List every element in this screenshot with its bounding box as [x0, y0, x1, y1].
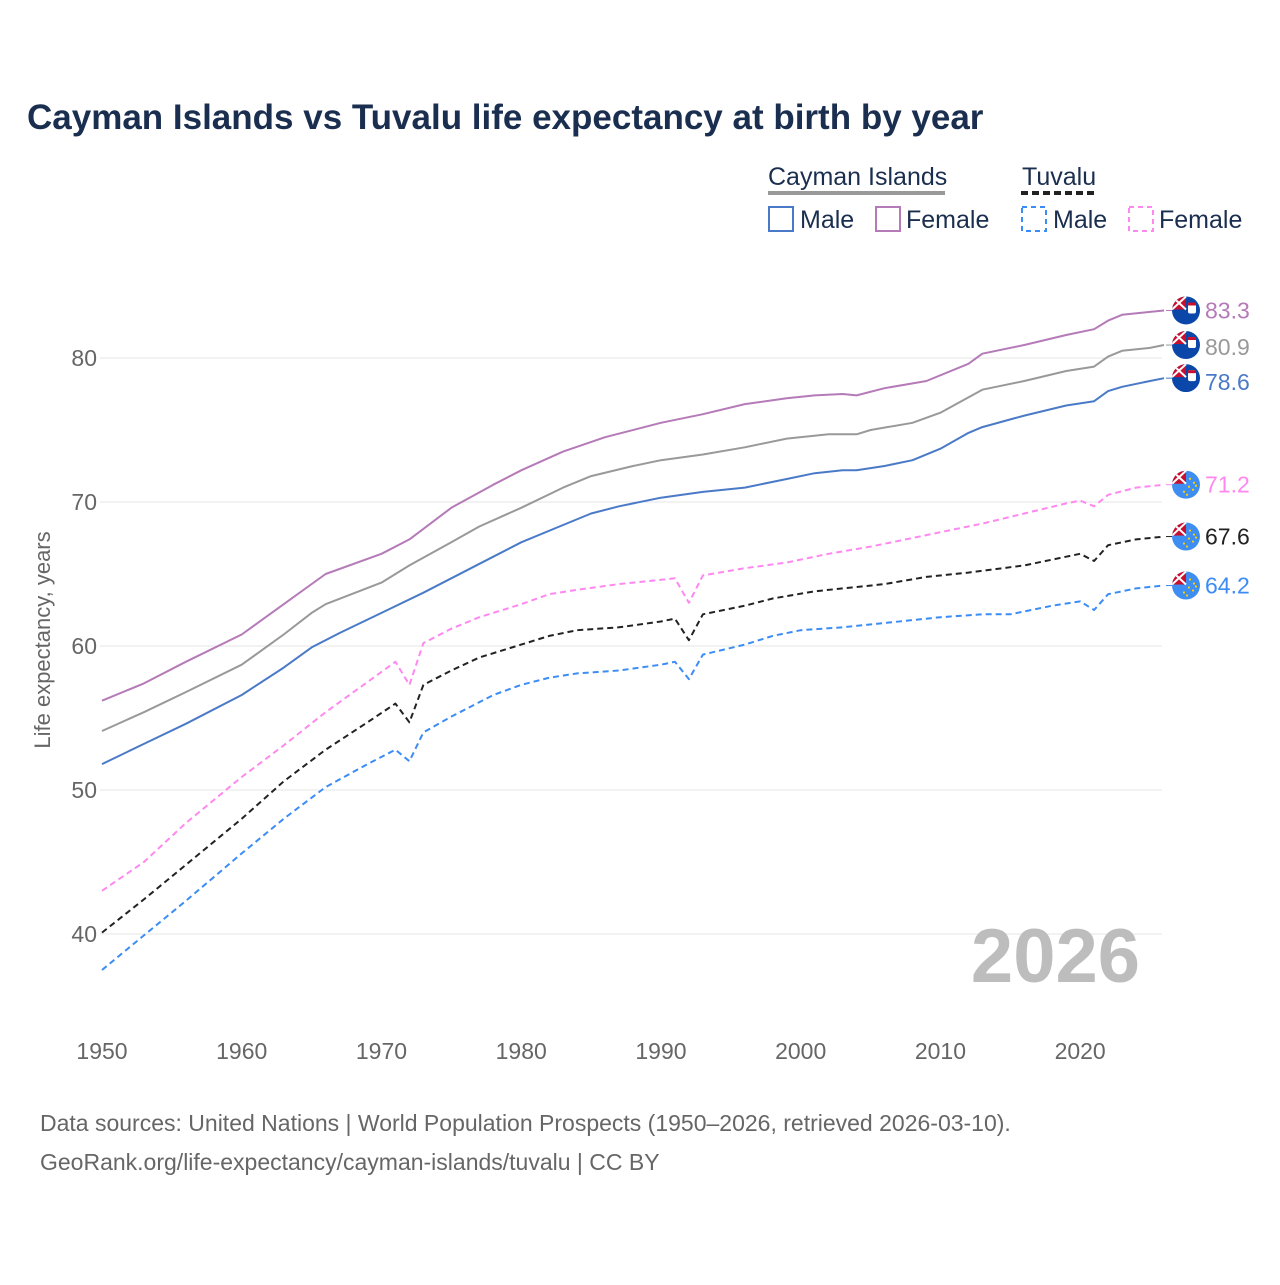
flag-cayman-icon — [1172, 331, 1200, 360]
flag-star — [1185, 493, 1189, 496]
series-end-markers: 83.3 80.9 78.6 71.2 67.6 64.2 — [1166, 296, 1250, 600]
end-value-label: 67.6 — [1205, 524, 1250, 550]
legend-cayman-female[interactable]: Female — [906, 206, 989, 234]
legend-swatch-cayman-female — [875, 206, 901, 232]
legend-tuvalu-male[interactable]: Male — [1053, 206, 1107, 234]
series-line-tuvalu-female — [101, 483, 1165, 892]
flag-star — [1191, 540, 1195, 543]
flag-star — [1187, 485, 1191, 488]
flag-tuvalu-icon — [1172, 522, 1200, 551]
flag-star — [1191, 589, 1195, 592]
x-tick-label: 1980 — [496, 1038, 547, 1064]
flag-crest-top — [1188, 337, 1196, 341]
flag-star — [1187, 537, 1191, 540]
flag-tuvalu-icon — [1172, 571, 1200, 600]
flag-star — [1185, 545, 1189, 548]
flag-star — [1188, 477, 1192, 480]
legend-tuvalu-female[interactable]: Female — [1159, 206, 1242, 234]
flag-star — [1182, 542, 1186, 545]
flag-body — [1172, 331, 1200, 360]
flag-cayman-icon — [1172, 364, 1200, 393]
flag-star — [1182, 490, 1186, 493]
legend-cayman-male[interactable]: Male — [800, 206, 854, 234]
y-tick-label: 40 — [71, 921, 97, 947]
flag-star — [1182, 591, 1186, 594]
flag-star — [1187, 586, 1191, 589]
x-tick-label: 1990 — [635, 1038, 686, 1064]
flag-star — [1194, 585, 1198, 588]
flag-crest-top — [1188, 302, 1196, 306]
x-axis: 1950 1960 1970 1980 1990 2000 2010 2020 — [76, 1038, 1105, 1064]
y-axis: 40 50 60 70 80 — [71, 345, 97, 947]
series-lines — [101, 309, 1165, 971]
y-tick-label: 60 — [71, 633, 97, 659]
series-line-tuvalu-total — [101, 535, 1165, 934]
chart-title: Cayman Islands vs Tuvalu life expectancy… — [27, 98, 984, 137]
legend-swatch-cayman-male — [768, 206, 794, 232]
end-value-label: 80.9 — [1205, 334, 1250, 360]
x-tick-label: 2010 — [915, 1038, 966, 1064]
y-tick-label: 80 — [71, 345, 97, 371]
series-line-cayman-total — [101, 344, 1165, 732]
flag-tuvalu-icon — [1172, 470, 1200, 499]
legend-swatch-tuvalu-female — [1128, 206, 1154, 232]
flag-body — [1172, 470, 1200, 499]
legend-group-tuvalu: Tuvalu — [1022, 163, 1096, 191]
flag-body — [1172, 571, 1200, 600]
flag-body — [1172, 522, 1200, 551]
flag-star — [1191, 488, 1195, 491]
y-axis-label: Life expectancy, years — [30, 531, 55, 748]
flag-star — [1185, 594, 1189, 597]
y-tick-label: 50 — [71, 777, 97, 803]
flag-cayman-icon — [1172, 296, 1200, 325]
x-tick-label: 2000 — [775, 1038, 826, 1064]
flag-star — [1188, 578, 1192, 581]
footer-sources: Data sources: United Nations | World Pop… — [40, 1110, 1011, 1136]
flag-star — [1192, 481, 1196, 484]
grid — [100, 357, 1162, 935]
flag-star — [1194, 484, 1198, 487]
flag-crest-top — [1188, 370, 1196, 374]
x-tick-label: 1960 — [216, 1038, 267, 1064]
x-tick-label: 1950 — [76, 1038, 127, 1064]
year-watermark: 2026 — [971, 914, 1140, 999]
legend: Cayman Islands Male Female Tuvalu Male F… — [768, 163, 1242, 234]
end-value-label: 71.2 — [1205, 472, 1250, 498]
flag-star — [1194, 536, 1198, 539]
end-value-label: 64.2 — [1205, 573, 1250, 599]
legend-group-cayman: Cayman Islands — [768, 163, 947, 191]
x-tick-label: 2020 — [1055, 1038, 1106, 1064]
flag-star — [1192, 582, 1196, 585]
legend-swatch-tuvalu-male — [1021, 206, 1047, 232]
flag-body — [1172, 296, 1200, 325]
end-value-label: 83.3 — [1205, 297, 1250, 323]
x-tick-label: 1970 — [356, 1038, 407, 1064]
end-value-label: 78.6 — [1205, 369, 1250, 395]
series-line-tuvalu-male — [101, 584, 1165, 971]
flag-body — [1172, 364, 1200, 393]
y-tick-label: 70 — [71, 489, 97, 515]
flag-star — [1192, 533, 1196, 536]
footer-link[interactable]: GeoRank.org/life-expectancy/cayman-islan… — [40, 1149, 660, 1175]
flag-star — [1188, 529, 1192, 532]
series-line-cayman-male — [101, 377, 1165, 766]
series-line-cayman-female — [101, 309, 1165, 702]
